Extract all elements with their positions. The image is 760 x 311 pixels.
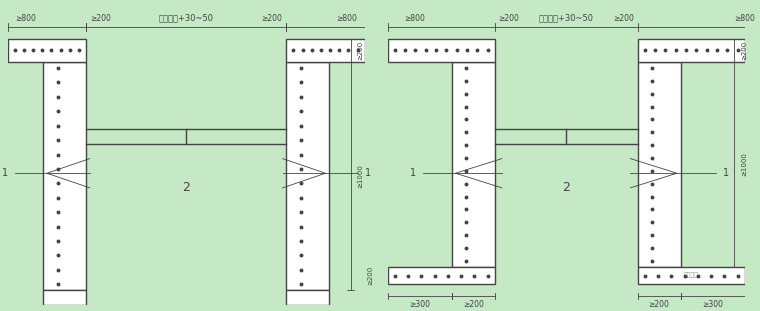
Text: 槽段宽度+30~50: 槽段宽度+30~50	[159, 14, 214, 23]
Text: ≥200: ≥200	[499, 14, 520, 23]
Text: ≥800: ≥800	[404, 14, 425, 23]
Text: ≥800: ≥800	[734, 14, 755, 23]
Text: ≥800: ≥800	[15, 14, 36, 23]
Bar	[8, 39, 86, 62]
Text: ≥200: ≥200	[648, 300, 670, 309]
Bar	[43, 290, 86, 305]
Text: ≥800: ≥800	[337, 14, 357, 23]
Text: 1: 1	[2, 168, 8, 178]
Bar	[287, 62, 329, 290]
Text: ≥200: ≥200	[358, 41, 363, 60]
Bar	[388, 39, 495, 62]
Bar	[638, 39, 745, 62]
Bar	[287, 290, 329, 305]
Bar	[638, 62, 680, 267]
Text: ≥200: ≥200	[367, 266, 373, 285]
Text: 1: 1	[410, 168, 416, 178]
Text: ≥300: ≥300	[702, 300, 724, 309]
Text: ≥300: ≥300	[409, 300, 430, 309]
Text: ≥200: ≥200	[463, 300, 484, 309]
Text: ≥200: ≥200	[261, 14, 283, 23]
Bar	[43, 62, 86, 290]
Text: 1: 1	[365, 168, 371, 178]
Text: ≥200: ≥200	[613, 14, 634, 23]
Bar	[388, 267, 495, 284]
Text: 筑城岩土: 筑城岩土	[684, 273, 698, 278]
Text: 槽段宽度+30~50: 槽段宽度+30~50	[539, 14, 594, 23]
Text: ≥200: ≥200	[90, 14, 111, 23]
Bar	[452, 62, 495, 267]
Text: 2: 2	[182, 181, 190, 194]
Text: ≥1000: ≥1000	[741, 152, 747, 176]
Bar	[638, 267, 745, 284]
Bar	[287, 39, 365, 62]
Text: ≥200: ≥200	[741, 41, 747, 60]
Text: ≥1000: ≥1000	[358, 164, 363, 188]
Text: 1: 1	[724, 168, 730, 178]
Text: 2: 2	[562, 181, 570, 194]
